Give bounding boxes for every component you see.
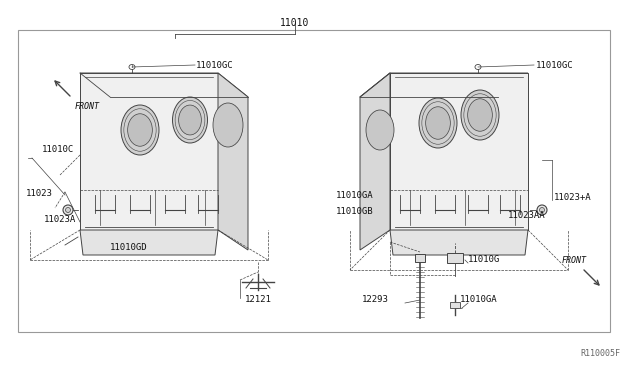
- Text: 11010GC: 11010GC: [196, 61, 234, 70]
- Ellipse shape: [121, 105, 159, 155]
- Text: 11023A: 11023A: [44, 215, 76, 224]
- Ellipse shape: [426, 107, 451, 139]
- Text: 11010GC: 11010GC: [536, 61, 573, 70]
- Text: 11010GA: 11010GA: [460, 295, 498, 305]
- Ellipse shape: [65, 208, 70, 212]
- Polygon shape: [360, 73, 390, 250]
- Text: 11023: 11023: [26, 189, 53, 198]
- Bar: [450, 302, 460, 308]
- Bar: [415, 254, 425, 262]
- Polygon shape: [80, 73, 218, 230]
- Text: 11010: 11010: [280, 18, 310, 28]
- Text: 11023AA: 11023AA: [508, 211, 546, 219]
- Text: FRONT: FRONT: [75, 102, 100, 111]
- Text: 12121: 12121: [244, 295, 271, 305]
- Ellipse shape: [537, 205, 547, 215]
- Text: 11010GB: 11010GB: [336, 208, 374, 217]
- Ellipse shape: [213, 103, 243, 147]
- Ellipse shape: [540, 208, 545, 212]
- Polygon shape: [390, 73, 528, 230]
- Ellipse shape: [127, 114, 152, 146]
- Ellipse shape: [419, 98, 457, 148]
- Ellipse shape: [366, 110, 394, 150]
- Ellipse shape: [63, 205, 73, 215]
- Polygon shape: [218, 73, 248, 250]
- Polygon shape: [80, 73, 248, 97]
- Text: 11010C: 11010C: [42, 145, 74, 154]
- Text: 11023+A: 11023+A: [554, 192, 591, 202]
- Text: 11010G: 11010G: [468, 256, 500, 264]
- Bar: [18, 30, 610, 332]
- Ellipse shape: [173, 97, 207, 143]
- Text: 12293: 12293: [362, 295, 389, 305]
- Ellipse shape: [461, 90, 499, 140]
- Text: 11010GA: 11010GA: [336, 190, 374, 199]
- Polygon shape: [80, 230, 218, 255]
- Text: R110005F: R110005F: [580, 349, 620, 358]
- Ellipse shape: [468, 99, 492, 131]
- Text: 11010GD: 11010GD: [110, 244, 148, 253]
- Polygon shape: [390, 230, 528, 255]
- Ellipse shape: [179, 105, 202, 135]
- Text: FRONT: FRONT: [562, 256, 587, 265]
- Bar: [447, 253, 463, 263]
- Polygon shape: [360, 73, 528, 97]
